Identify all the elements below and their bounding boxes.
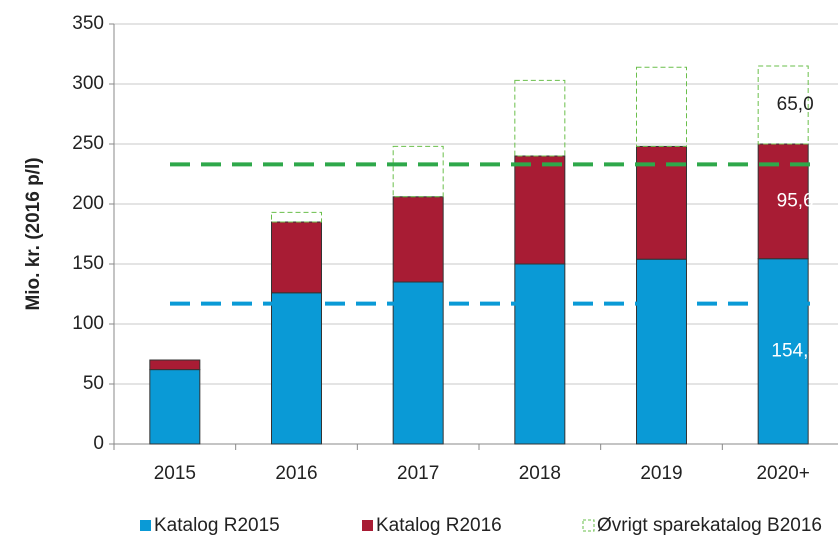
bar-segment (514, 155, 566, 265)
x-tick-label: 2018 (519, 463, 561, 484)
bar-segment (392, 196, 444, 283)
legend-label: Katalog R2016 (376, 515, 502, 536)
bar-segment (149, 359, 201, 371)
y-tick-label: 350 (72, 13, 104, 34)
legend-label: Øvrigt sparekatalog B2016 (597, 515, 822, 536)
y-tick-label: 300 (72, 73, 104, 94)
x-tick-label: 2019 (640, 463, 682, 484)
y-axis-label: Mio. kr. (2016 p/l) (23, 157, 44, 310)
legend-swatch (362, 520, 373, 531)
plot: 154,4 95,6 65,0 (149, 65, 819, 445)
bar-segment (757, 65, 809, 145)
x-tick-label: 2016 (275, 463, 317, 484)
data-label: 95,6 (777, 190, 814, 211)
bar-segment (636, 258, 687, 445)
bar-segment (271, 221, 322, 294)
y-tick-label: 50 (83, 373, 104, 394)
y-tick-label: 150 (72, 253, 104, 274)
data-label: 154,4 (771, 340, 819, 361)
bar-segment (271, 292, 322, 445)
y-tick-label: 250 (72, 133, 104, 154)
x-tick-label: 2020+ (756, 463, 809, 484)
data-label: 65,0 (777, 94, 814, 115)
bar-segment (514, 79, 566, 157)
bar-segment (271, 211, 322, 223)
bar-segment (514, 263, 566, 445)
y-tick-label: 0 (93, 433, 104, 454)
y-tick-label: 200 (72, 193, 104, 214)
legend-swatch (140, 520, 151, 531)
x-tick-label: 2015 (154, 463, 196, 484)
legend-swatch (582, 519, 595, 532)
x-tick-label: 2017 (397, 463, 439, 484)
bar-segment (392, 145, 444, 198)
bar-segment (636, 66, 687, 147)
y-tick-label: 100 (72, 313, 104, 334)
bar-segment (149, 369, 201, 445)
legend-label: Katalog R2015 (154, 515, 280, 536)
bar-segment (392, 281, 444, 445)
